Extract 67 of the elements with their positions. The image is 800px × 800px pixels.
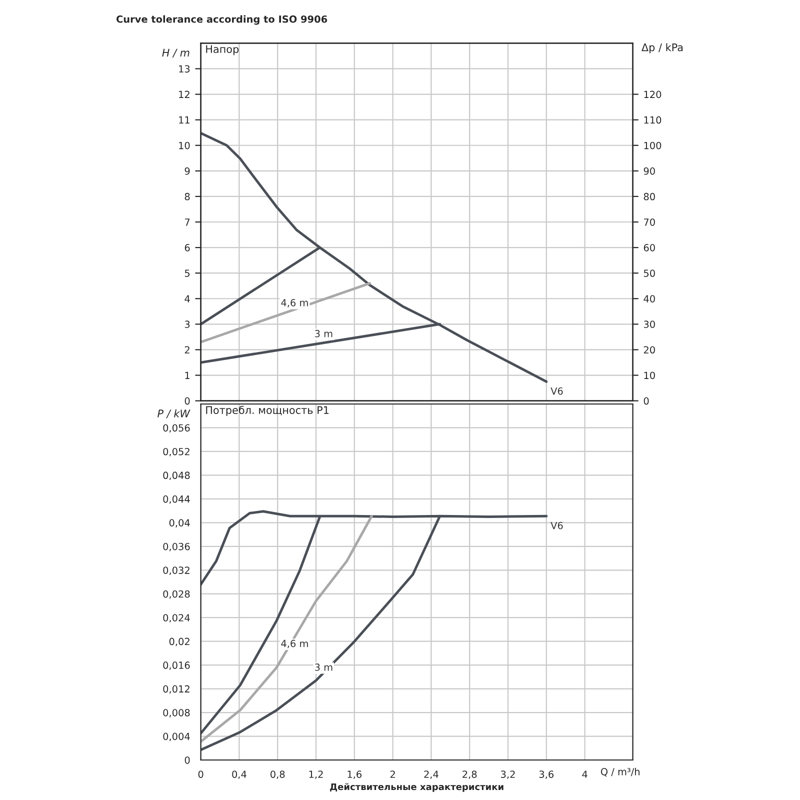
- y-tick-label: 0,048: [163, 472, 190, 480]
- y-tick-label: 3: [184, 320, 190, 328]
- y2-tick-label: 110: [644, 116, 662, 124]
- annotation: 4,6 m: [281, 299, 308, 308]
- y2-tick-label: 10: [644, 372, 655, 380]
- y-tick-label: 0,04: [169, 519, 190, 528]
- y-tick-label: 7: [184, 218, 190, 226]
- y2-tick-label: 50: [644, 270, 655, 277]
- y-tick-label: 0,056: [163, 424, 190, 433]
- y2-tick-label: 0: [644, 397, 649, 405]
- y-tick-label: 0,004: [163, 732, 190, 742]
- y-tick-label: 12: [179, 90, 190, 98]
- y2-tick-label: 20: [644, 346, 655, 354]
- annotation: 3 m: [315, 330, 332, 338]
- y-tick-label: 13: [179, 65, 190, 73]
- y-tick-label: 9: [184, 167, 190, 175]
- text: Действительные характеристики: [330, 783, 504, 792]
- y-tick-label: 0: [184, 756, 190, 764]
- y2-tick-label: 70: [644, 218, 655, 226]
- y2-tick-label: 40: [644, 295, 655, 302]
- y2-tick-label: 80: [644, 192, 655, 200]
- y-axis-title: P / kW: [158, 409, 190, 418]
- x-tick-label: 0: [198, 770, 204, 778]
- y2-tick-label: 60: [644, 244, 655, 252]
- y-tick-label: 0,012: [163, 685, 190, 694]
- y2-axis-title: Δp / kPa: [642, 43, 683, 54]
- x-tick-label: 2: [390, 770, 395, 778]
- annotation: V6: [550, 522, 563, 530]
- x-tick-label: 1,6: [348, 770, 362, 779]
- y-tick-label: 0,032: [163, 566, 190, 575]
- x-tick-label: 0,8: [270, 770, 285, 779]
- x-tick-label: 3,6: [539, 770, 554, 779]
- y-tick-label: 6: [184, 244, 190, 252]
- y-tick-label: 0,044: [163, 495, 190, 504]
- y-tick-label: 1: [185, 372, 190, 379]
- y-tick-label: 0,02: [169, 638, 190, 646]
- y-tick-label: 0,008: [163, 709, 190, 718]
- y-tick-label: 2: [184, 346, 190, 354]
- text: Curve tolerance according to ISO 9906: [116, 15, 328, 25]
- x-tick-label: 0,4: [232, 770, 246, 779]
- annotation: V6: [550, 387, 563, 395]
- x-tick-label: 2,8: [462, 770, 477, 779]
- y2-tick-label: 90: [644, 167, 655, 175]
- y-axis-title: H / m: [162, 48, 190, 58]
- y-tick-label: 11: [179, 116, 190, 124]
- y-tick-label: 0,016: [163, 662, 190, 670]
- chart-title: Потребл. мощность P1: [206, 406, 329, 416]
- y-tick-label: 8: [184, 192, 190, 200]
- x-tick-label: 3,2: [501, 770, 515, 779]
- y-tick-label: 4: [184, 295, 190, 302]
- x-tick-label: 4: [582, 770, 588, 778]
- y-tick-label: 5: [184, 270, 190, 277]
- annotation: 3 m: [315, 664, 332, 671]
- chart-title: Напор: [206, 45, 239, 56]
- y-tick-label: 0: [184, 397, 190, 405]
- y-tick-label: 10: [179, 142, 190, 150]
- x-tick-label: 1,2: [309, 770, 323, 779]
- x-axis-title: Q / m³/h: [600, 768, 640, 776]
- x-tick-label: 2,4: [424, 770, 438, 779]
- y2-tick-label: 30: [644, 320, 655, 328]
- y-tick-label: 0,036: [163, 542, 190, 552]
- annotation: 4,6 m: [281, 640, 308, 648]
- y-tick-label: 0,052: [163, 448, 190, 456]
- y2-tick-label: 120: [644, 90, 662, 98]
- y-tick-label: 0,028: [163, 590, 190, 599]
- y2-tick-label: 100: [644, 142, 662, 150]
- y-tick-label: 0,024: [163, 614, 190, 622]
